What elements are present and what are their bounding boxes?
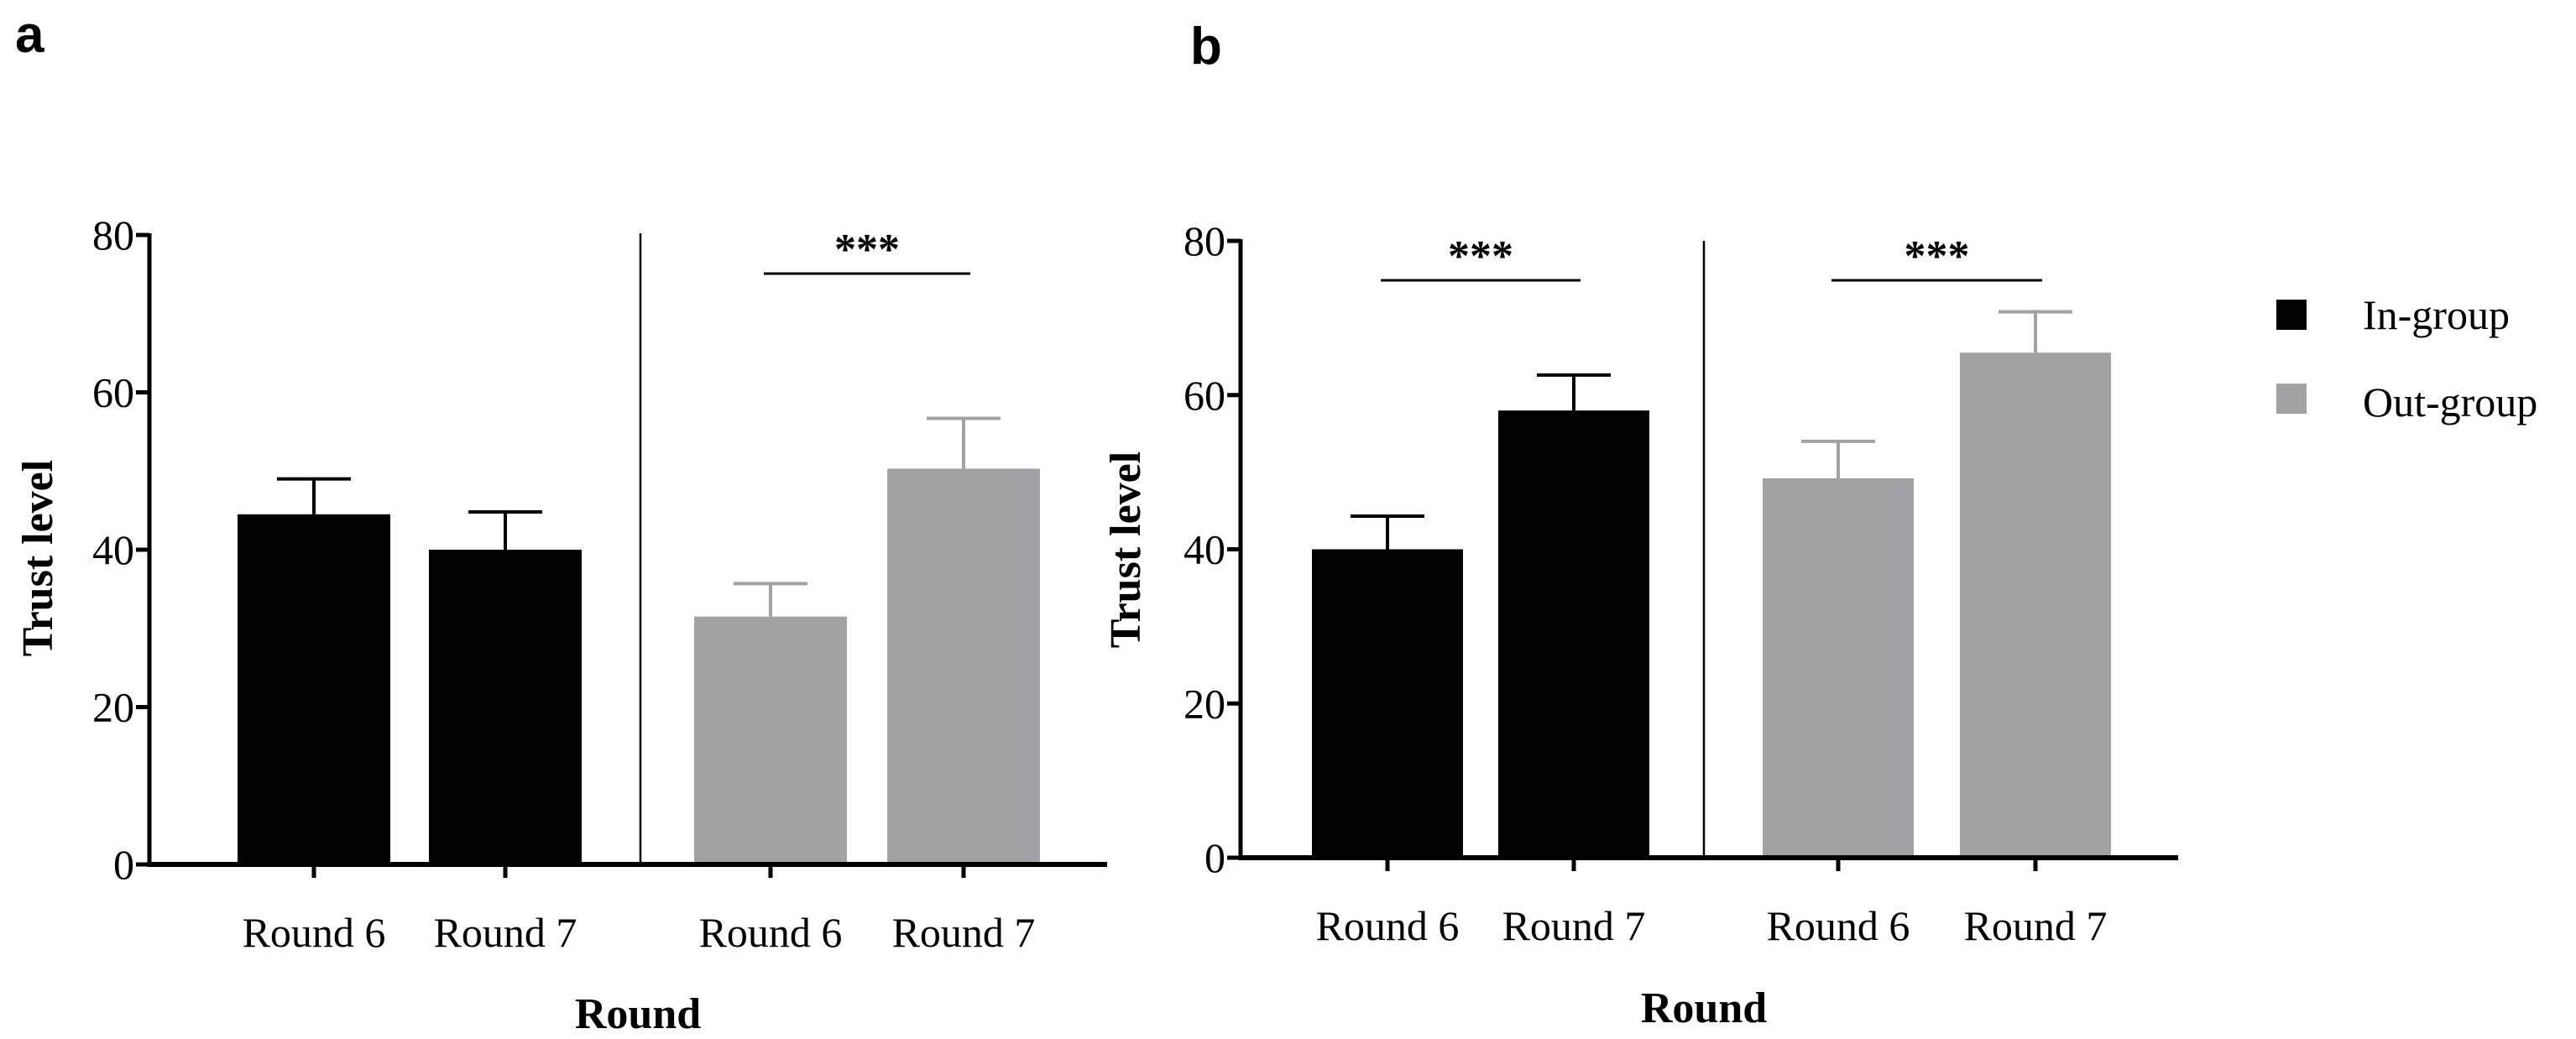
- x-category-label: Round 6: [699, 909, 843, 956]
- panel-a-category-labels: Round 6 Round 7 Round 6 Round 7: [243, 864, 1036, 956]
- legend-label-in-group: In-group: [2363, 291, 2510, 338]
- y-tick-label: 20: [1183, 680, 1225, 727]
- x-category-label: Round 7: [1964, 902, 2108, 949]
- y-tick-label: 40: [92, 526, 134, 573]
- x-category-label: Round 7: [1502, 902, 1646, 949]
- bar: [1312, 549, 1463, 858]
- bar: [1498, 410, 1649, 858]
- significance-label: ***: [1905, 232, 1970, 280]
- panel-b: b 0 20 40 60 80 Round 6 Round 7 Round 6 Round 7…: [1102, 18, 2178, 1032]
- bar: [238, 514, 390, 864]
- panel-a-label: a: [15, 6, 44, 64]
- x-category-label: Round 7: [892, 909, 1036, 956]
- bar: [1960, 352, 2111, 858]
- y-tick-label: 20: [92, 684, 134, 731]
- legend: In-group Out-group: [2276, 291, 2537, 426]
- bar: [429, 550, 582, 864]
- panel-b-axes: [1238, 239, 2178, 860]
- y-tick-label: 80: [1183, 217, 1225, 264]
- panel-a: a 0 20 40 60 80 Round 6 Round 7 Round 6 Round 7…: [14, 6, 1107, 1038]
- panel-b-label: b: [1190, 18, 1222, 76]
- bar: [1763, 478, 1914, 858]
- panel-b-bars: [1312, 310, 2111, 858]
- legend-swatch-out-group: [2276, 384, 2307, 414]
- bar: [887, 468, 1040, 864]
- bar: [694, 616, 847, 864]
- y-tick-label: 80: [92, 211, 134, 258]
- y-tick-label: 40: [1183, 526, 1225, 573]
- panel-b-significance: *** ***: [1381, 232, 2042, 282]
- legend-label-out-group: Out-group: [2363, 379, 2537, 426]
- panel-b-x-axis-title: Round: [1641, 984, 1767, 1032]
- panel-a-y-axis-title: Trust level: [14, 460, 62, 656]
- significance-label: ***: [1448, 232, 1513, 280]
- x-category-label: Round 6: [1316, 902, 1460, 949]
- panel-b-y-axis-title: Trust level: [1102, 452, 1150, 648]
- legend-swatch-in-group: [2276, 300, 2307, 330]
- panel-a-significance: ***: [764, 226, 970, 275]
- panel-b-y-ticks: 0 20 40 60 80: [1183, 217, 1241, 881]
- panel-a-bars: [238, 416, 1040, 864]
- y-tick-label: 0: [113, 841, 134, 888]
- panel-b-category-labels: Round 6 Round 7 Round 6 Round 7: [1316, 858, 2108, 949]
- panel-a-x-axis-title: Round: [575, 990, 701, 1038]
- y-tick-label: 60: [92, 369, 134, 416]
- x-category-label: Round 6: [243, 909, 386, 956]
- y-tick-label: 0: [1204, 834, 1225, 881]
- x-category-label: Round 6: [1767, 902, 1910, 949]
- panel-a-y-ticks: 0 20 40 60 80: [92, 211, 149, 888]
- y-tick-label: 60: [1183, 372, 1225, 419]
- x-category-label: Round 7: [434, 909, 577, 956]
- panel-a-axes: [147, 233, 1107, 867]
- significance-label: ***: [834, 226, 900, 274]
